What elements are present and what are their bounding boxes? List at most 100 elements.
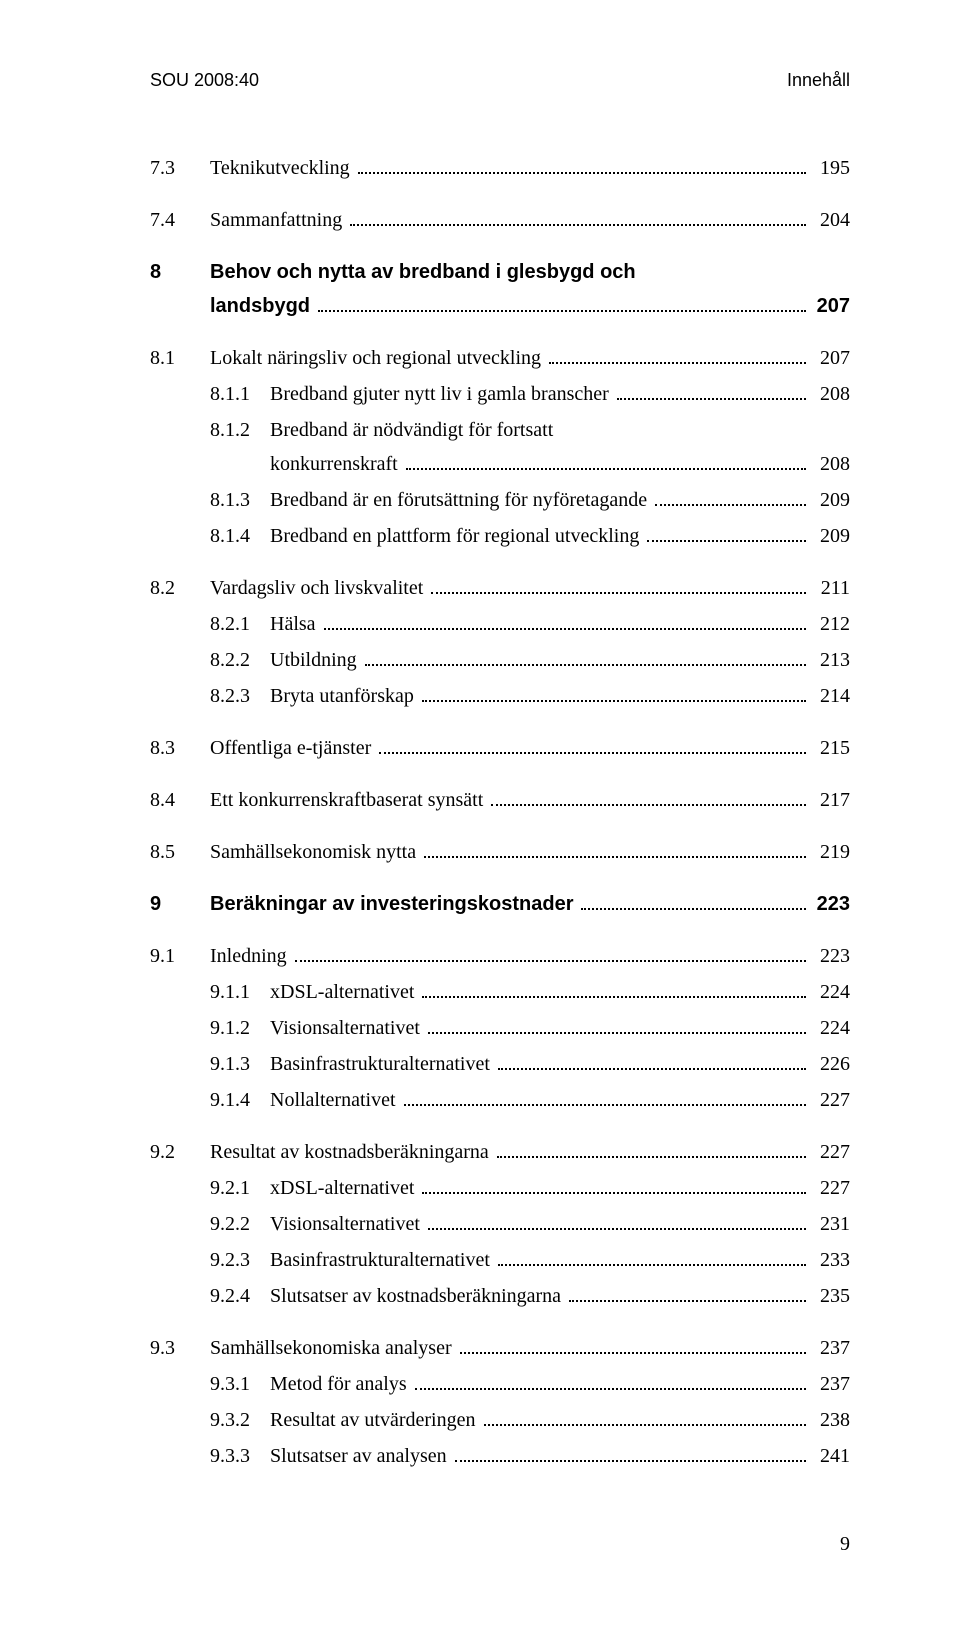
toc-page-number: 224 [810, 975, 850, 1009]
toc-entry: 9.1.1xDSL-alternativet 224 [150, 975, 850, 1009]
toc-number: 9.3.2 [210, 1403, 270, 1437]
toc-title-multiline: Bredband är nödvändigt för fortsattkonku… [270, 413, 850, 481]
toc-entry: 7.4Sammanfattning 204 [150, 203, 850, 237]
toc-page-number: 213 [810, 643, 850, 677]
toc-title-text: Slutsatser av kostnadsberäkningarna [270, 1279, 565, 1313]
toc-entry: 9.2.1xDSL-alternativet227 [150, 1171, 850, 1205]
toc-number: 8.5 [150, 835, 210, 869]
toc-page-number: 207 [810, 341, 850, 375]
toc-number: 8.4 [150, 783, 210, 817]
toc-page-number: 207 [810, 289, 850, 323]
toc-number: 9.3.1 [210, 1367, 270, 1401]
toc-number: 9.2 [150, 1135, 210, 1169]
toc-entry: 9.2.3Basinfrastrukturalternativet233 [150, 1243, 850, 1277]
toc-entry: 8.5Samhällsekonomisk nytta219 [150, 835, 850, 869]
toc-entry: 8.1.1Bredband gjuter nytt liv i gamla br… [150, 377, 850, 411]
toc-entry: 9.3.2Resultat av utvärderingen238 [150, 1403, 850, 1437]
toc-number: 9 [150, 887, 210, 921]
toc-entry: 9.2.4Slutsatser av kostnadsberäkningarna… [150, 1279, 850, 1313]
toc-page-number: 214 [810, 679, 850, 713]
toc-number: 9.1 [150, 939, 210, 973]
toc-page-number: 227 [810, 1083, 850, 1117]
toc-leader-dots [455, 1444, 806, 1462]
toc-title-text: Resultat av utvärderingen [270, 1403, 480, 1437]
toc-title-text: Bryta utanförskap [270, 679, 418, 713]
toc-page-number: 223 [810, 939, 850, 973]
toc-leader-dots [617, 382, 806, 400]
toc-title-text: Bredband är nödvändigt för fortsatt [270, 413, 850, 447]
toc-number: 8.2.1 [210, 607, 270, 641]
toc-leader-dots [350, 208, 806, 226]
toc-number: 9.1.1 [210, 975, 270, 1009]
toc-entry: 8.2.3Bryta utanförskap 214 [150, 679, 850, 713]
toc-entry: 9.2.2Visionsalternativet231 [150, 1207, 850, 1241]
toc-title-text: Teknikutveckling [210, 151, 354, 185]
toc-number: 9.3 [150, 1331, 210, 1365]
toc-leader-dots [422, 1176, 806, 1194]
toc-page-number: 209 [810, 483, 850, 517]
toc-page-number: 227 [810, 1135, 850, 1169]
toc-entry: 9.1.3Basinfrastrukturalternativet226 [150, 1047, 850, 1081]
toc-page-number: 219 [810, 835, 850, 869]
toc-leader-dots [379, 736, 806, 754]
toc-leader-dots [422, 980, 806, 998]
toc-leader-dots [484, 1408, 807, 1426]
toc-number: 9.1.2 [210, 1011, 270, 1045]
toc-entry: 9.3.1Metod för analys 237 [150, 1367, 850, 1401]
toc-page-number: 226 [810, 1047, 850, 1081]
toc-leader-dots [365, 648, 806, 666]
toc-page-number: 231 [810, 1207, 850, 1241]
toc-number: 8.1 [150, 341, 210, 375]
toc-title-multiline: Behov och nytta av bredband i glesbygd o… [210, 255, 850, 323]
toc-page-number: 237 [810, 1331, 850, 1365]
toc-page-number: 211 [810, 571, 850, 605]
toc-number: 9.2.4 [210, 1279, 270, 1313]
toc-title-text: Vardagsliv och livskvalitet [210, 571, 427, 605]
toc-title-text: Hälsa [270, 607, 320, 641]
toc-entry: 9.3Samhällsekonomiska analyser237 [150, 1331, 850, 1365]
toc-title-text: Bredband är en förutsättning för nyföret… [270, 483, 651, 517]
toc-title-text: Slutsatser av analysen [270, 1439, 451, 1473]
toc-page-number: 204 [810, 203, 850, 237]
page-number: 9 [150, 1533, 850, 1556]
toc-leader-dots [415, 1372, 806, 1390]
toc-entry: 8.2Vardagsliv och livskvalitet211 [150, 571, 850, 605]
toc-leader-dots [428, 1212, 806, 1230]
toc-number: 8.2.3 [210, 679, 270, 713]
toc-page-number: 233 [810, 1243, 850, 1277]
toc-title-text: Resultat av kostnadsberäkningarna [210, 1135, 493, 1169]
toc-number: 9.1.3 [210, 1047, 270, 1081]
toc-number: 7.4 [150, 203, 210, 237]
toc-title-text: Basinfrastrukturalternativet [270, 1243, 494, 1277]
toc-title-text: Bredband en plattform för regional utvec… [270, 519, 643, 553]
toc-title-text: Sammanfattning [210, 203, 346, 237]
toc-leader-dots [406, 452, 806, 470]
toc-page-number: 237 [810, 1367, 850, 1401]
toc-entry: 8.1.3Bredband är en förutsättning för ny… [150, 483, 850, 517]
toc-page-number: 208 [810, 447, 850, 481]
toc-number: 8.1.2 [210, 413, 270, 447]
toc-title-text: Inledning [210, 939, 291, 973]
toc-number: 9.2.1 [210, 1171, 270, 1205]
toc-title-text: Metod för analys [270, 1367, 411, 1401]
toc-number: 8.3 [150, 731, 210, 765]
toc-page-number: 195 [810, 151, 850, 185]
toc-page-number: 224 [810, 1011, 850, 1045]
toc-entry: 7.3Teknikutveckling195 [150, 151, 850, 185]
toc-title-text: Bredband gjuter nytt liv i gamla bransch… [270, 377, 613, 411]
toc-leader-dots [498, 1052, 806, 1070]
header-right: Innehåll [787, 70, 850, 91]
toc-entry: 9Beräkningar av investeringskostnader223 [150, 887, 850, 921]
toc-entry: 8.1Lokalt näringsliv och regional utveck… [150, 341, 850, 375]
toc-title-text: xDSL-alternativet [270, 975, 418, 1009]
toc-leader-dots [318, 294, 806, 312]
toc-page-number: 235 [810, 1279, 850, 1313]
toc-page-number: 212 [810, 607, 850, 641]
toc-leader-dots [424, 840, 806, 858]
toc-page-number: 209 [810, 519, 850, 553]
toc-title-text: xDSL-alternativet [270, 1171, 418, 1205]
toc-entry: 9.1.2Visionsalternativet224 [150, 1011, 850, 1045]
header-left: SOU 2008:40 [150, 70, 259, 91]
toc-title-text: Behov och nytta av bredband i glesbygd o… [210, 255, 850, 289]
toc-leader-dots [295, 944, 806, 962]
